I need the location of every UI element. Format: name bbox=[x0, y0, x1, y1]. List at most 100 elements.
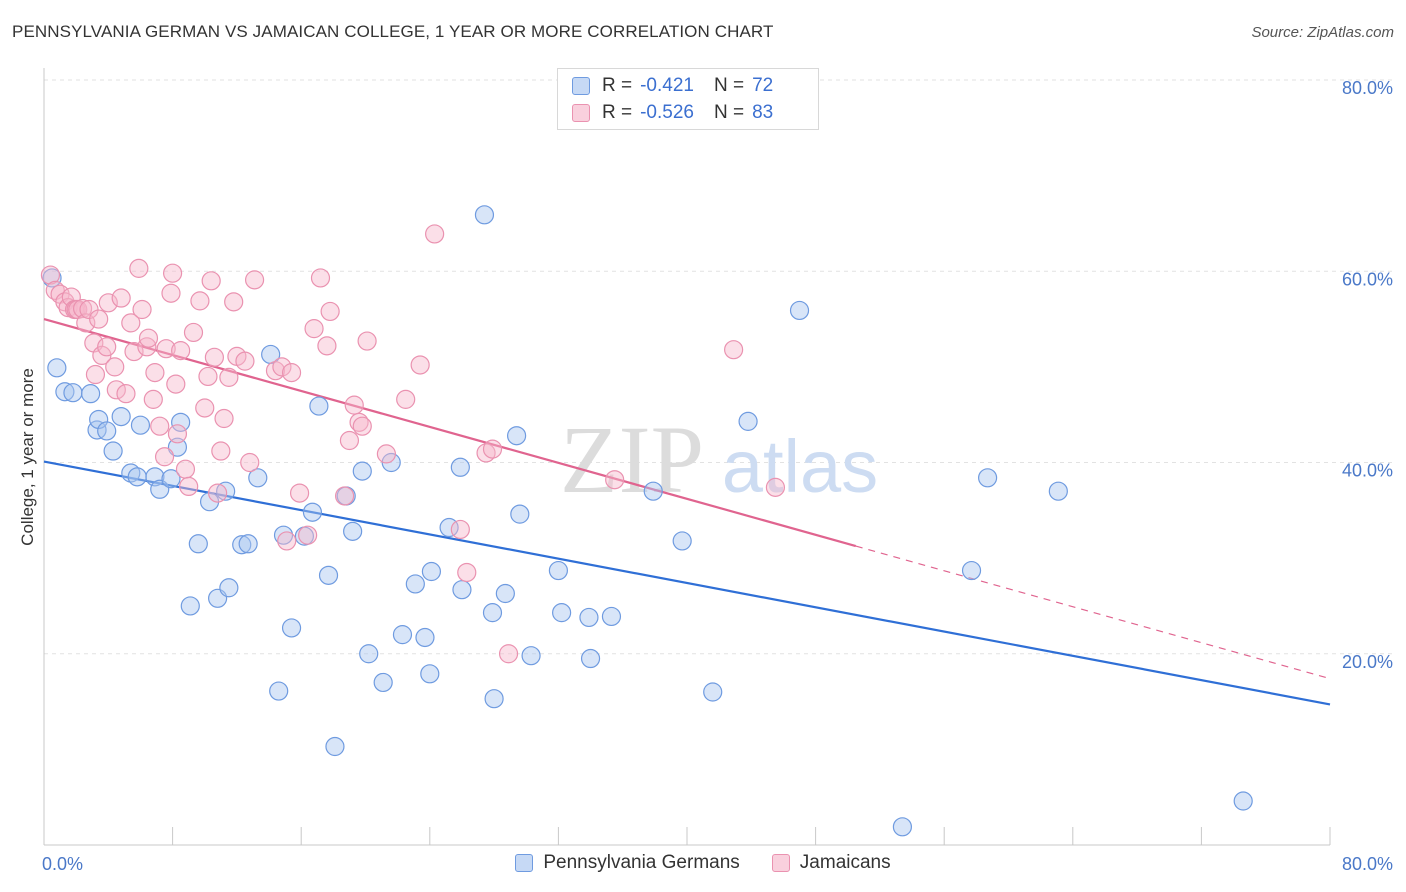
trend-lines bbox=[43, 318, 1331, 706]
jamaican-point bbox=[61, 287, 81, 307]
pennsylvania-german-point bbox=[309, 396, 329, 416]
jamaican-point bbox=[211, 441, 231, 461]
jamaican-point bbox=[425, 224, 445, 244]
jamaican-point bbox=[201, 271, 221, 291]
jamaican-point bbox=[457, 562, 477, 583]
legend-row-jamaicans: R = -0.526 N = 83 bbox=[572, 100, 773, 126]
series-legend-pennsylvania-germans: Pennsylvania Germans bbox=[515, 852, 740, 874]
jamaican-point bbox=[335, 486, 355, 506]
jamaican-point bbox=[204, 347, 224, 367]
pennsylvania-german-point bbox=[325, 736, 345, 757]
jamaican-point bbox=[352, 416, 372, 436]
pennsylvania-german-point bbox=[738, 411, 758, 431]
pennsylvania-german-point bbox=[219, 578, 239, 598]
watermark-atlas: atlas bbox=[722, 425, 878, 508]
pennsylvania-german-point bbox=[521, 646, 541, 666]
jamaican-point bbox=[482, 439, 503, 459]
pennsylvania-german-point bbox=[452, 580, 472, 600]
jamaican-point bbox=[72, 298, 93, 319]
jamaican-point bbox=[317, 336, 337, 356]
series-legend-label: Pennsylvania Germans bbox=[543, 852, 740, 873]
pennsylvania-german-point bbox=[359, 644, 379, 664]
y-tick-label: 40.0% bbox=[1342, 461, 1393, 481]
pennsylvania-german-point bbox=[405, 574, 425, 594]
pennsylvania-german-point bbox=[103, 441, 123, 461]
pennsylvania-german-point bbox=[171, 412, 191, 432]
legend-row-pennsylvania-germans: R = -0.421 N = 72 bbox=[572, 73, 773, 99]
jamaican-point bbox=[240, 452, 260, 473]
pennsylvania-german-point bbox=[97, 421, 117, 441]
jamaican-point bbox=[724, 340, 744, 360]
jamaican-point bbox=[89, 309, 109, 329]
pennsylvania-german-point bbox=[892, 817, 913, 837]
jamaican-point bbox=[244, 270, 265, 290]
jamaican-point bbox=[161, 283, 181, 303]
data-points bbox=[40, 205, 1253, 837]
y-tick-label: 80.0% bbox=[1342, 78, 1393, 98]
pennsylvania-german-point bbox=[643, 481, 663, 501]
trend-line-solid bbox=[43, 460, 1331, 706]
legend-n-label: N = bbox=[713, 75, 745, 96]
legend-r-value: -0.526 bbox=[640, 102, 694, 123]
jamaican-point bbox=[145, 363, 165, 383]
jamaican-point bbox=[143, 389, 163, 409]
axes bbox=[43, 68, 1331, 846]
jamaican-point bbox=[190, 291, 210, 311]
pennsylvania-german-point bbox=[482, 603, 503, 623]
pennsylvania-german-point bbox=[188, 534, 208, 554]
jamaican-point bbox=[498, 644, 519, 664]
pennsylvania-german-point bbox=[130, 415, 151, 435]
stats-legend: R = -0.421 N = 72 R = -0.526 N = 83 bbox=[557, 68, 819, 130]
jamaican-point bbox=[183, 322, 204, 343]
jamaican-point bbox=[166, 374, 186, 394]
pennsylvania-german-point bbox=[47, 358, 67, 378]
trend-line-dashed bbox=[855, 545, 1331, 680]
legend-swatch-blue bbox=[572, 77, 590, 95]
pennsylvania-german-point bbox=[273, 525, 294, 545]
jamaican-point bbox=[344, 395, 364, 415]
pennsylvania-german-point bbox=[450, 457, 470, 477]
jamaican-point bbox=[129, 258, 149, 278]
pennsylvania-german-point bbox=[548, 560, 569, 581]
pennsylvania-german-point bbox=[248, 468, 268, 488]
jamaican-point bbox=[224, 292, 244, 312]
pennsylvania-german-point bbox=[789, 300, 810, 321]
tick-labels: 20.0% 40.0% 60.0% 80.0% 0.0% 80.0% bbox=[42, 78, 1393, 874]
jamaican-point bbox=[320, 301, 340, 322]
jamaican-point bbox=[163, 263, 183, 283]
jamaican-point bbox=[111, 288, 131, 308]
jamaican-point bbox=[339, 430, 360, 451]
legend-n-value: 83 bbox=[752, 102, 774, 123]
pennsylvania-german-point bbox=[111, 407, 131, 427]
jamaican-point bbox=[132, 299, 152, 320]
jamaican-point bbox=[171, 341, 191, 361]
jamaican-point bbox=[357, 331, 377, 351]
chart-title: PENNSYLVANIA GERMAN VS JAMAICAN COLLEGE,… bbox=[12, 22, 774, 41]
jamaican-point bbox=[277, 531, 297, 551]
legend-n-value: 72 bbox=[752, 75, 774, 96]
pennsylvania-german-point bbox=[484, 689, 504, 709]
jamaican-point bbox=[106, 380, 126, 400]
jamaican-point bbox=[396, 389, 416, 409]
jamaican-point bbox=[214, 408, 234, 429]
jamaican-point bbox=[98, 293, 118, 313]
jamaican-point bbox=[605, 470, 625, 490]
pennsylvania-german-point bbox=[415, 627, 435, 648]
jamaican-point bbox=[410, 355, 430, 375]
jamaican-point bbox=[208, 483, 228, 503]
y-tick-label: 60.0% bbox=[1342, 269, 1393, 289]
zipatlas-watermark: ZIP atlas bbox=[560, 406, 878, 513]
pennsylvania-german-point bbox=[495, 583, 515, 604]
pennsylvania-german-point bbox=[269, 681, 289, 701]
jamaican-point bbox=[138, 328, 159, 348]
source-credit: Source: ZipAtlas.com bbox=[1251, 24, 1394, 41]
jamaican-point bbox=[40, 265, 61, 285]
pennsylvania-german-point bbox=[127, 467, 147, 487]
pennsylvania-german-point bbox=[580, 648, 601, 669]
pennsylvania-german-point bbox=[63, 383, 83, 403]
series-swatch-blue bbox=[515, 854, 534, 872]
pennsylvania-german-point bbox=[216, 481, 236, 501]
jamaican-point bbox=[175, 459, 196, 479]
pennsylvania-german-point bbox=[318, 565, 339, 585]
